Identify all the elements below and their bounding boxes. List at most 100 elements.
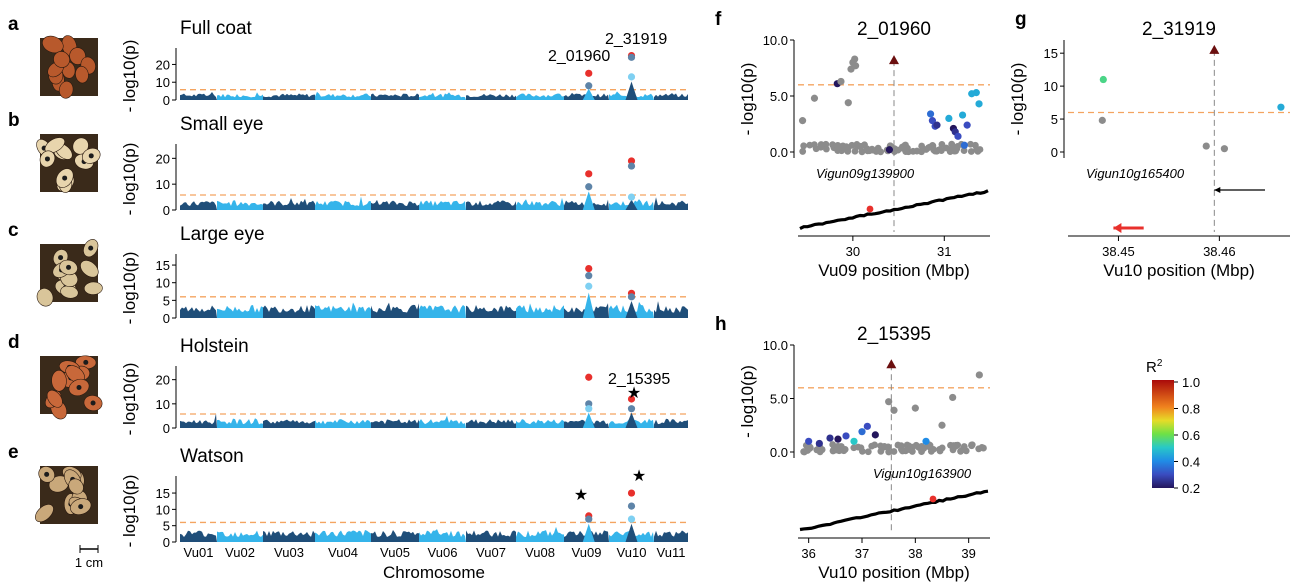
seed-eye bbox=[58, 255, 64, 261]
regional-panel-h: h 2_15395 0.0 5.0 10.0 Vigun10g163900 36 37 38 39… bbox=[715, 314, 990, 582]
manhattan-panel-b: b Small eye 0 10 20 bbox=[8, 110, 688, 218]
peak-point bbox=[627, 157, 636, 165]
snp-point bbox=[829, 141, 836, 149]
chromosome-label-Vu08: Vu08 bbox=[525, 545, 555, 560]
snp-point bbox=[918, 445, 926, 453]
seed-photo-b bbox=[36, 134, 101, 193]
annotation-2_31919: 2_31919 bbox=[605, 31, 667, 48]
snp-point bbox=[864, 448, 872, 456]
regional-ylabel-h: - log10(p) bbox=[738, 365, 757, 438]
y-tick-label: 0.0 bbox=[770, 145, 788, 160]
legend-tick-label: 1.0 bbox=[1182, 375, 1200, 390]
seed bbox=[75, 65, 89, 84]
snp-point bbox=[890, 448, 898, 455]
snp-point bbox=[858, 428, 866, 436]
snp-point bbox=[954, 142, 961, 150]
peak-point bbox=[585, 272, 593, 280]
snp-point bbox=[938, 140, 946, 148]
snp-point bbox=[834, 435, 842, 443]
seed bbox=[44, 137, 65, 154]
manhattan-panel-d: d Holstein 0 10 20 2_15395★ bbox=[8, 332, 688, 436]
y-tick-label: 10 bbox=[1044, 79, 1058, 94]
chromosome-band-Vu06 bbox=[419, 92, 466, 100]
chromosome-label-Vu03: Vu03 bbox=[274, 545, 304, 560]
manhattan-ylabel-a: - log10(p) bbox=[120, 40, 139, 113]
annotation-2_15395: 2_15395 bbox=[608, 371, 670, 388]
peak-point bbox=[627, 53, 636, 61]
chromosome-band-Vu04 bbox=[315, 530, 371, 542]
snp-point bbox=[883, 443, 891, 451]
panel-title-a: Full coat bbox=[180, 18, 253, 39]
snp-point bbox=[861, 141, 868, 149]
snp-point bbox=[906, 446, 913, 454]
chromosome-label-Vu02: Vu02 bbox=[225, 545, 255, 560]
chromosome-band-Vu10 bbox=[609, 91, 654, 100]
chromosome-band-Vu11 bbox=[654, 530, 688, 542]
peak-point bbox=[627, 193, 636, 201]
chromosome-band-Vu06 bbox=[419, 415, 466, 428]
peak-Vu10 bbox=[625, 81, 638, 100]
chromosome-band-Vu08 bbox=[516, 419, 564, 428]
panel-title-e: Watson bbox=[180, 446, 244, 467]
peak-point bbox=[627, 405, 636, 413]
y-tick-label: 15 bbox=[1044, 46, 1058, 61]
chromosome-band-Vu06 bbox=[419, 529, 466, 542]
snp-point bbox=[967, 140, 974, 148]
chromosome-band-Vu07 bbox=[466, 305, 516, 318]
chromosome-label-Vu04: Vu04 bbox=[328, 545, 358, 560]
chromosome-band-Vu10 bbox=[609, 199, 654, 210]
chromosome-band-Vu08 bbox=[516, 93, 564, 100]
snp-point bbox=[805, 437, 813, 445]
chromosome-band-Vu08 bbox=[516, 303, 564, 318]
seed bbox=[35, 504, 54, 523]
chromosome-band-Vu08 bbox=[516, 197, 564, 210]
chromosome-band-Vu04 bbox=[315, 196, 371, 210]
panel-title-f: 2_01960 bbox=[857, 19, 931, 40]
color-bar bbox=[1152, 380, 1174, 488]
regional-ylabel-f: - log10(p) bbox=[738, 63, 757, 136]
seed-eye bbox=[62, 175, 68, 181]
snp-point bbox=[909, 147, 917, 155]
snp-point bbox=[976, 146, 984, 153]
snp-point bbox=[975, 100, 983, 108]
snp-point bbox=[837, 77, 845, 86]
annotation-2_01960: 2_01960 bbox=[548, 48, 610, 65]
x-tick-label: 37 bbox=[855, 546, 869, 561]
peak-point bbox=[627, 515, 636, 523]
y-tick-label: 20 bbox=[156, 57, 170, 72]
seed-eye bbox=[78, 504, 84, 510]
y-tick-label: 5.0 bbox=[770, 392, 788, 407]
chromosome-band-Vu01 bbox=[180, 91, 217, 100]
snp-point bbox=[925, 144, 932, 152]
chromosome-band-Vu01 bbox=[180, 530, 217, 542]
x-tick-label: 30 bbox=[846, 244, 860, 259]
panel-title-c: Large eye bbox=[180, 224, 265, 245]
snp-point bbox=[816, 448, 824, 456]
chromosome-band-Vu07 bbox=[466, 419, 516, 428]
panel-letter-a: a bbox=[8, 14, 19, 35]
chromosome-band-Vu01 bbox=[180, 305, 217, 318]
y-tick-label: 10 bbox=[156, 502, 170, 517]
snp-point bbox=[918, 148, 925, 156]
chromosome-band-Vu05 bbox=[371, 199, 419, 210]
regional-ylabel-h-text: - log10(p) bbox=[738, 365, 757, 438]
peak-Vu09 bbox=[582, 292, 595, 318]
manhattan-ylabel-c-text: - log10(p) bbox=[120, 252, 139, 325]
snp-point bbox=[899, 144, 906, 152]
snp-point bbox=[968, 441, 975, 449]
gene-track-arrow bbox=[1214, 187, 1221, 193]
y-tick-label: 15 bbox=[156, 486, 170, 501]
chromosome-band-Vu11 bbox=[654, 301, 688, 318]
snp-point bbox=[933, 121, 941, 129]
peak-point bbox=[627, 293, 636, 301]
y-tick-label: 0 bbox=[163, 311, 170, 326]
chromosome-band-Vu08 bbox=[516, 526, 564, 542]
snp-point bbox=[1098, 116, 1106, 124]
star-marker: ★ bbox=[632, 468, 646, 485]
x-tick-label: 39 bbox=[961, 546, 975, 561]
snp-point bbox=[850, 437, 858, 445]
seed bbox=[42, 35, 64, 54]
snp-point bbox=[1202, 142, 1210, 150]
chromosome-band-Vu07 bbox=[466, 530, 516, 542]
